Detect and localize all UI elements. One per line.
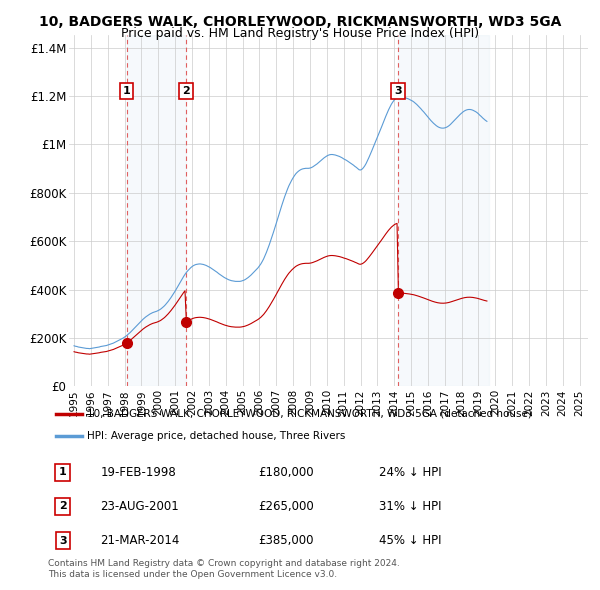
Bar — [127, 35, 186, 386]
Text: 3: 3 — [59, 536, 67, 546]
Text: 24% ↓ HPI: 24% ↓ HPI — [379, 466, 442, 479]
Text: 3: 3 — [394, 86, 402, 96]
Text: 19-FEB-1998: 19-FEB-1998 — [101, 466, 176, 479]
Text: 10, BADGERS WALK, CHORLEYWOOD, RICKMANSWORTH, WD3 5GA: 10, BADGERS WALK, CHORLEYWOOD, RICKMANSW… — [39, 15, 561, 29]
Text: Price paid vs. HM Land Registry's House Price Index (HPI): Price paid vs. HM Land Registry's House … — [121, 27, 479, 40]
Text: 45% ↓ HPI: 45% ↓ HPI — [379, 534, 441, 547]
Text: 2: 2 — [59, 502, 67, 512]
Text: 10, BADGERS WALK, CHORLEYWOOD, RICKMANSWORTH, WD3 5GA (detached house): 10, BADGERS WALK, CHORLEYWOOD, RICKMANSW… — [88, 409, 532, 418]
Text: £265,000: £265,000 — [258, 500, 314, 513]
Text: HPI: Average price, detached house, Three Rivers: HPI: Average price, detached house, Thre… — [88, 431, 346, 441]
Bar — [398, 35, 488, 386]
Text: 21-MAR-2014: 21-MAR-2014 — [101, 534, 180, 547]
Text: This data is licensed under the Open Government Licence v3.0.: This data is licensed under the Open Gov… — [48, 571, 337, 579]
Text: 1: 1 — [59, 467, 67, 477]
Text: 1: 1 — [123, 86, 131, 96]
Text: £180,000: £180,000 — [258, 466, 314, 479]
Text: £385,000: £385,000 — [258, 534, 314, 547]
Text: 23-AUG-2001: 23-AUG-2001 — [101, 500, 179, 513]
Text: 2: 2 — [182, 86, 190, 96]
Text: 31% ↓ HPI: 31% ↓ HPI — [379, 500, 441, 513]
Text: Contains HM Land Registry data © Crown copyright and database right 2024.: Contains HM Land Registry data © Crown c… — [48, 559, 400, 568]
